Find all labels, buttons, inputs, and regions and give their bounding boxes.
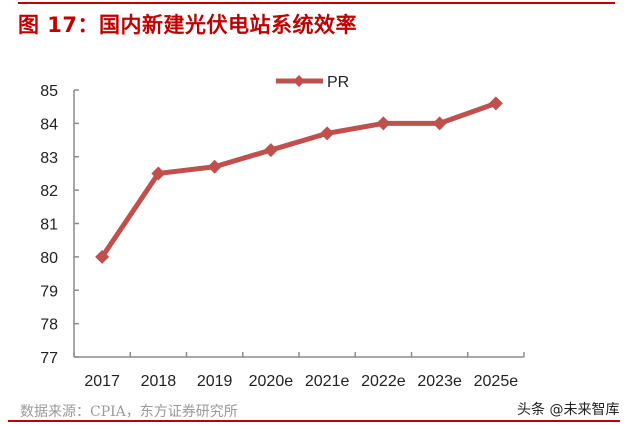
legend: PR	[276, 74, 349, 91]
watermark: 头条 @未来智库	[517, 402, 620, 418]
legend-marker-icon	[293, 75, 305, 87]
y-tick-label: 79	[40, 283, 58, 300]
y-axis: 77 78 79 80 81 82 83 84 85	[40, 83, 79, 367]
legend-label: PR	[327, 74, 349, 91]
data-point-marker	[320, 126, 335, 141]
x-tick-label: 2021e	[305, 373, 350, 390]
data-point-marker	[95, 249, 110, 264]
data-point-marker	[207, 159, 222, 174]
data-point-marker	[263, 143, 278, 158]
data-source-note: 数据来源：CPIA，东方证券研究所	[20, 404, 238, 420]
y-tick-label: 81	[40, 217, 58, 234]
x-tick-label: 2018	[141, 373, 177, 390]
y-tick-label: 77	[40, 350, 58, 367]
x-axis: 2017 2018 2019 2020e 2021e 2022e 2023e 2025e	[73, 352, 525, 390]
x-tick-label: 2019	[197, 373, 233, 390]
bottom-rule	[8, 420, 620, 422]
x-tick-label: 2022e	[361, 373, 406, 390]
y-tick-label: 78	[40, 317, 58, 334]
x-tick-label: 2023e	[417, 373, 462, 390]
y-tick-label: 80	[40, 250, 58, 267]
x-tick-label: 2020e	[249, 373, 294, 390]
series-pr	[95, 96, 503, 264]
data-point-marker	[376, 116, 391, 131]
top-rule	[18, 2, 615, 4]
figure-title: 图 17：国内新建光伏电站系统效率	[18, 13, 358, 37]
y-tick-label: 85	[40, 83, 58, 100]
data-point-marker	[488, 96, 503, 111]
y-tick-label: 83	[40, 150, 58, 167]
data-point-marker	[432, 116, 447, 131]
x-tick-label: 2025e	[474, 373, 519, 390]
y-tick-label: 82	[40, 183, 58, 200]
x-tick-label: 2017	[84, 373, 120, 390]
y-tick-label: 84	[40, 116, 58, 133]
data-point-marker	[151, 166, 166, 181]
